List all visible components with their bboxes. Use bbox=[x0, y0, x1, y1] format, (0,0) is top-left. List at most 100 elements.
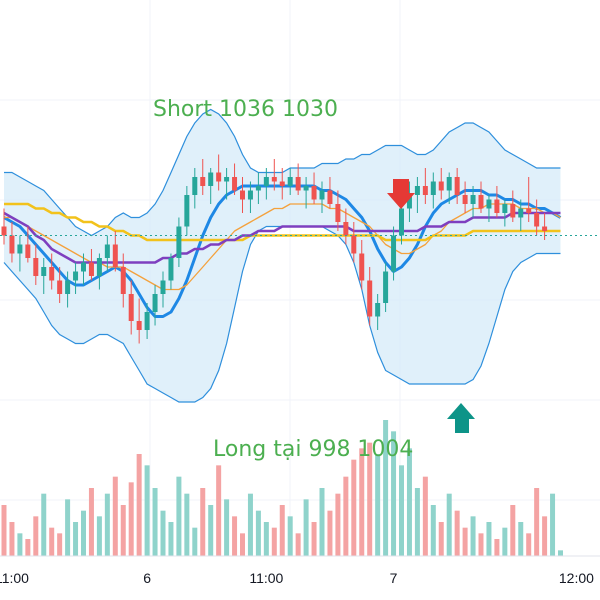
candle-body bbox=[255, 186, 261, 191]
candle-body bbox=[136, 321, 142, 330]
volume-bar bbox=[25, 539, 31, 556]
moving-average-line bbox=[4, 202, 561, 242]
candle-body bbox=[184, 195, 190, 227]
candle-body bbox=[104, 244, 110, 258]
volume-bar bbox=[232, 516, 238, 556]
candle-body bbox=[128, 294, 134, 321]
candle-body bbox=[176, 226, 182, 258]
volume-bar bbox=[422, 476, 428, 556]
candle-body bbox=[120, 267, 126, 294]
volume-bar bbox=[176, 476, 182, 556]
candle-body bbox=[216, 172, 222, 182]
volume-bar bbox=[542, 516, 548, 556]
candle-body bbox=[343, 222, 349, 236]
candle-body bbox=[112, 244, 118, 267]
candle-body bbox=[96, 258, 102, 276]
x-tick-label: 7 bbox=[390, 570, 398, 586]
candle-body bbox=[247, 190, 253, 200]
volume-bar bbox=[502, 527, 508, 556]
candle-body bbox=[160, 280, 166, 294]
candle-body bbox=[502, 204, 508, 213]
candle-body bbox=[422, 186, 428, 195]
volume-bar bbox=[33, 516, 39, 556]
volume-bar bbox=[430, 505, 436, 556]
candle-body bbox=[454, 177, 460, 195]
short-annotation: Short 1036 1030 bbox=[153, 97, 338, 122]
candle-body bbox=[208, 172, 214, 186]
volume-bar bbox=[200, 488, 206, 556]
candle-body bbox=[327, 190, 333, 204]
volume-bar bbox=[414, 488, 420, 556]
volume-bar bbox=[160, 510, 166, 556]
volume-bar bbox=[192, 527, 198, 556]
volume-bar bbox=[271, 527, 277, 556]
volume-bar bbox=[144, 465, 150, 556]
candle-body bbox=[534, 213, 540, 227]
volume-bar bbox=[383, 420, 389, 556]
candle-body bbox=[335, 204, 341, 222]
volume-bar bbox=[112, 476, 118, 556]
volume-bar bbox=[17, 533, 23, 556]
candle-body bbox=[399, 208, 404, 236]
candle-body bbox=[406, 195, 412, 209]
volume-bar bbox=[49, 527, 55, 556]
moving-average-line bbox=[3, 211, 561, 264]
candle-body bbox=[303, 186, 309, 191]
volume-bar bbox=[367, 442, 373, 556]
candle-body bbox=[367, 280, 373, 317]
candle-body bbox=[462, 195, 468, 204]
volume-bar bbox=[351, 459, 357, 556]
x-tick-label: 6 bbox=[143, 570, 151, 586]
candle-body bbox=[81, 262, 86, 272]
volume-bar bbox=[1, 505, 7, 556]
volume-bar bbox=[319, 488, 325, 556]
volume-bar bbox=[518, 522, 524, 556]
candle-body bbox=[65, 280, 71, 294]
candle-body bbox=[263, 177, 269, 186]
volume-bar bbox=[41, 493, 47, 556]
candle-body bbox=[49, 267, 55, 281]
volume-bar bbox=[168, 522, 174, 556]
candle-body bbox=[41, 267, 47, 276]
volume-bar bbox=[343, 476, 349, 556]
volume-bar bbox=[510, 505, 516, 556]
volume-bar bbox=[208, 505, 214, 556]
candle-body bbox=[430, 181, 436, 195]
candle-body bbox=[33, 258, 39, 276]
candle-body bbox=[9, 235, 15, 254]
volume-bar bbox=[184, 493, 190, 556]
candle-body bbox=[542, 226, 548, 231]
volume-bar bbox=[438, 522, 444, 556]
volume-bar bbox=[327, 510, 333, 556]
volume-bar bbox=[57, 533, 63, 556]
candle-body bbox=[287, 177, 293, 186]
volume-bar bbox=[303, 499, 309, 556]
candle-body bbox=[240, 190, 245, 200]
candle-body bbox=[359, 253, 365, 281]
volume-bar bbox=[454, 510, 460, 556]
volume-bar bbox=[128, 482, 134, 556]
volume-bars bbox=[1, 420, 563, 556]
moving-averages bbox=[3, 184, 562, 318]
candle-body bbox=[470, 195, 476, 204]
long-annotation: Long tại 998 1004 bbox=[213, 437, 413, 462]
volume-bar bbox=[9, 522, 15, 556]
x-tick-label: 12:00 bbox=[559, 570, 594, 586]
volume-bar bbox=[136, 454, 142, 556]
volume-bar bbox=[247, 493, 253, 556]
volume-bar bbox=[359, 448, 365, 556]
candlesticks bbox=[1, 154, 548, 344]
candle-body bbox=[526, 208, 532, 213]
candle-body bbox=[1, 226, 7, 236]
volume-bar bbox=[120, 505, 126, 556]
volume-bar bbox=[224, 499, 230, 556]
volume-bar bbox=[446, 493, 452, 556]
volume-bar bbox=[558, 550, 563, 556]
x-tick-label: 11:00 bbox=[249, 570, 283, 586]
volume-bar bbox=[279, 505, 285, 556]
volume-bar bbox=[255, 510, 261, 556]
candle-body bbox=[168, 258, 174, 281]
candle-body bbox=[152, 294, 158, 312]
bollinger-band-fill bbox=[4, 109, 561, 402]
candle-body bbox=[311, 186, 317, 200]
